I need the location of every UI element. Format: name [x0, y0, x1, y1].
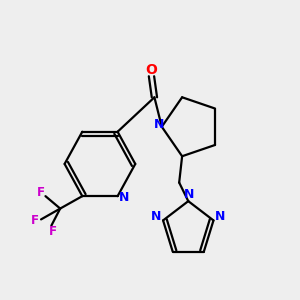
Text: F: F [49, 225, 57, 238]
Text: N: N [215, 210, 226, 223]
Text: N: N [151, 210, 161, 223]
Text: N: N [183, 188, 194, 201]
Text: F: F [37, 186, 45, 199]
Text: N: N [119, 191, 129, 204]
Text: F: F [31, 214, 39, 227]
Text: N: N [154, 118, 165, 131]
Text: O: O [146, 63, 158, 77]
